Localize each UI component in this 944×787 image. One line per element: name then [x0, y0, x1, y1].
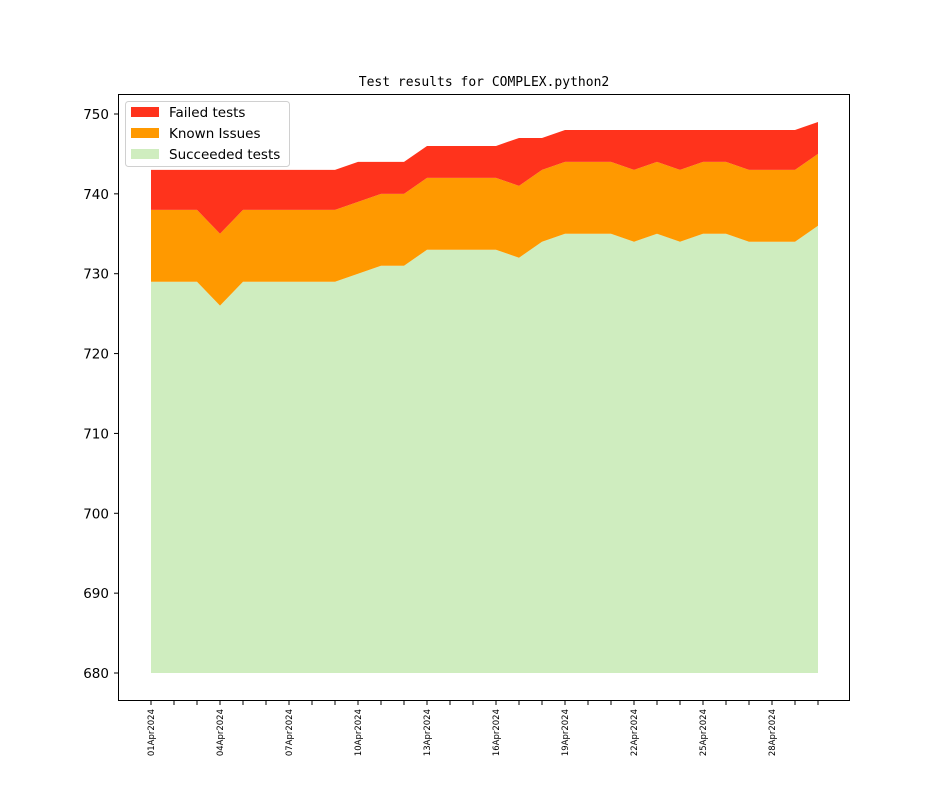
- x-axis: 01Apr2024 04Apr2024 07Apr2024 10Apr2024 13Ap…: [147, 700, 819, 756]
- y-tick-label: 690: [83, 586, 109, 602]
- y-tick-label: 730: [83, 267, 109, 283]
- legend-swatch-failed: [131, 107, 159, 117]
- legend-label-known: Known Issues: [169, 126, 261, 142]
- y-tick-label: 700: [83, 506, 109, 522]
- chart-title: Test results for COMPLEX.python2: [359, 75, 609, 90]
- x-tick-label: 28Apr2024: [768, 709, 778, 756]
- legend-swatch-known: [131, 128, 159, 138]
- y-tick-label: 710: [83, 426, 109, 442]
- x-tick-label: 10Apr2024: [354, 709, 364, 756]
- legend-label-failed: Failed tests: [169, 105, 245, 121]
- x-tick-label: 04Apr2024: [216, 709, 226, 756]
- area-known-issues: [151, 153, 818, 306]
- y-tick-label: 740: [83, 187, 109, 203]
- y-tick-label: 680: [83, 666, 109, 682]
- y-tick-label: 720: [83, 347, 109, 363]
- plot-areas: [151, 121, 818, 674]
- y-tick-label: 750: [83, 107, 109, 123]
- legend-swatch-succeeded: [131, 149, 159, 159]
- x-tick-label: 25Apr2024: [699, 709, 709, 756]
- axes-frame: [118, 94, 850, 701]
- legend-box: [125, 101, 290, 167]
- x-tick-label: 01Apr2024: [147, 709, 157, 756]
- x-tick-label: 13Apr2024: [423, 709, 433, 756]
- x-tick-label: 07Apr2024: [285, 709, 295, 756]
- x-tick-label: 16Apr2024: [492, 709, 502, 756]
- legend: Failed tests Known Issues Succeeded test…: [125, 101, 290, 167]
- area-succeeded-tests: [151, 225, 818, 674]
- legend-label-succeeded: Succeeded tests: [169, 147, 280, 163]
- x-tick-label: 19Apr2024: [561, 709, 571, 756]
- y-axis: 680 690 700 710 720 730 740 750: [83, 107, 119, 682]
- area-failed-tests: [151, 121, 818, 234]
- x-tick-label: 22Apr2024: [630, 709, 640, 756]
